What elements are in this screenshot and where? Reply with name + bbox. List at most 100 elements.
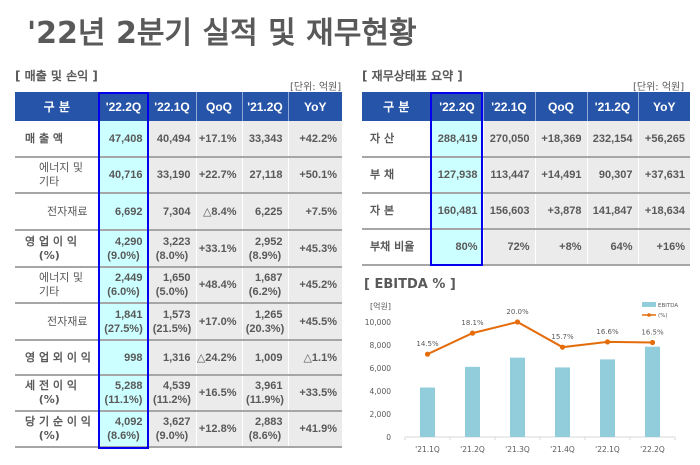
balance-unit-label: [단위: 억원] xyxy=(633,82,685,93)
income-cell: +33.5% xyxy=(287,375,342,412)
ebitda-pct-label: 20.0% xyxy=(506,308,529,316)
income-table: 구 분 '22.2Q '22.1Q QoQ '21.2Q YoY 매 출 액 47,408 4… xyxy=(15,92,342,448)
ebitda-pct-point xyxy=(649,339,656,346)
x-tick-label: '21.3Q xyxy=(505,445,530,454)
x-tick-label: '21.4Q xyxy=(550,445,575,454)
income-cell: 1,265 (20.3%) xyxy=(241,303,288,341)
balance-cell: +18,634 xyxy=(637,193,690,230)
income-cell: 47,408 xyxy=(98,121,148,158)
balance-cell: 141,847 xyxy=(586,193,638,230)
income-row-label: 전자재료 xyxy=(15,303,99,341)
ebitda-bar xyxy=(465,366,480,437)
income-cell: 5,288 (11.1%) xyxy=(98,375,148,412)
income-cell: △8.4% xyxy=(195,193,242,231)
balance-cell: 156,603 xyxy=(482,193,535,230)
income-cell: 1,687 (6.2%) xyxy=(241,267,288,304)
ebitda-section-title: [ EBITDA % ] xyxy=(364,277,456,292)
balance-header-5: YoY xyxy=(637,92,690,121)
income-cell: 2,952 (8.9%) xyxy=(241,230,288,268)
y-tick-label: 6,000 xyxy=(370,364,392,373)
income-row-label: 매 출 액 xyxy=(15,121,99,158)
ebitda-pct-label: 16.5% xyxy=(641,328,664,336)
ebitda-bar xyxy=(510,357,525,437)
income-cell: 6,692 xyxy=(98,193,148,231)
income-row: 영 업 이 익 (%) 4,290 (9.0%) 3,223 (8.0%) +33.1% 2,… xyxy=(15,230,342,268)
page-title: '22년 2분기 실적 및 재무현황 xyxy=(27,16,417,51)
balance-cell: 127,938 xyxy=(430,157,483,194)
balance-row-label: 부 채 xyxy=(362,157,431,194)
income-cell: 1,316 xyxy=(147,340,196,376)
income-header-0: 구 분 xyxy=(15,92,99,121)
balance-cell: +14,491 xyxy=(534,157,587,194)
balance-row-label: 자 본 xyxy=(362,193,431,230)
balance-row: 자 산 288,419 270,050 +18,369 232,154 +56,265 xyxy=(362,121,690,158)
balance-cell: +16% xyxy=(637,229,690,266)
ebitda-pct-label: 14.5% xyxy=(416,340,439,348)
income-header-1: '22.2Q xyxy=(98,92,148,121)
income-cell: 1,841 (27.5%) xyxy=(98,303,148,341)
income-cell: +45.2% xyxy=(287,267,342,304)
ebitda-pct-point xyxy=(514,319,521,325)
income-cell: 6,225 xyxy=(241,193,288,231)
income-row-label: 영 업 이 익 (%) xyxy=(15,230,99,268)
income-cell: 998 xyxy=(98,340,148,376)
income-cell: 3,223 (8.0%) xyxy=(147,230,196,268)
balance-header-row: 구 분 '22.2Q '22.1Q QoQ '21.2Q YoY xyxy=(362,92,690,121)
ebitda-bar xyxy=(645,346,660,437)
income-cell: 1,650 (5.0%) xyxy=(147,267,196,304)
income-cell: +42.2% xyxy=(287,121,342,158)
x-tick-label: '21.1Q xyxy=(415,445,440,454)
income-cell: +45.3% xyxy=(287,230,342,268)
ebitda-bar xyxy=(600,359,615,437)
income-cell: 1,573 (21.5%) xyxy=(147,303,196,341)
x-tick-label: '22.2Q xyxy=(640,445,665,454)
balance-cell: 232,154 xyxy=(586,121,638,158)
income-header-4: '21.2Q xyxy=(241,92,288,121)
income-cell: 1,009 xyxy=(241,340,288,376)
legend-ebitda-label: EBITDA xyxy=(658,303,678,309)
x-tick-label: '21.2Q xyxy=(460,445,485,454)
income-cell: 2,449 (6.0%) xyxy=(98,267,148,304)
income-cell: 40,494 xyxy=(147,121,196,158)
balance-row: 자 본 160,481 156,603 +3,878 141,847 +18,634 xyxy=(362,193,690,230)
income-cell: +17.1% xyxy=(195,121,242,158)
balance-cell: 72% xyxy=(482,229,535,266)
balance-row: 부 채 127,938 113,447 +14,491 90,307 +37,631 xyxy=(362,157,690,194)
balance-cell: 270,050 xyxy=(482,121,535,158)
balance-table: 구 분 '22.2Q '22.1Q QoQ '21.2Q YoY 자 산 288,419 27… xyxy=(362,92,690,266)
income-row-label: 영 업 외 이 익 xyxy=(15,340,99,376)
ebitda-pct-point xyxy=(469,330,476,336)
income-header-5: YoY xyxy=(287,92,342,121)
income-row-label: 에너지 및 기타 xyxy=(15,267,99,304)
income-cell: 33,343 xyxy=(241,121,288,158)
balance-cell: +8% xyxy=(534,229,587,266)
income-row-label: 전자재료 xyxy=(15,193,99,231)
legend-pct-label: (%) xyxy=(658,313,668,319)
income-cell: +33.1% xyxy=(195,230,242,268)
income-cell: +45.5% xyxy=(287,303,342,341)
income-cell: +48.4% xyxy=(195,267,242,304)
y-tick-label: 2,000 xyxy=(370,410,392,419)
balance-header-1: '22.2Q xyxy=(430,92,483,121)
income-header-row: 구 분 '22.2Q '22.1Q QoQ '21.2Q YoY xyxy=(15,92,342,121)
income-row: 세 전 이 익 (%) 5,288 (11.1%) 4,539 (11.2%) +16.5%… xyxy=(15,375,342,412)
balance-header-2: '22.1Q xyxy=(482,92,535,121)
balance-header-0: 구 분 xyxy=(362,92,431,121)
income-cell: 2,883 (8.6%) xyxy=(241,411,288,448)
income-row-label: 에너지 및 기타 xyxy=(15,157,99,194)
income-cell: +7.5% xyxy=(287,193,342,231)
income-row: 매 출 액 47,408 40,494 +17.1% 33,343 +42.2% xyxy=(15,121,342,158)
income-row: 전자재료 6,692 7,304 △8.4% 6,225 +7.5% xyxy=(15,193,342,231)
income-cell: +22.7% xyxy=(195,157,242,194)
ebitda-pct-point xyxy=(604,339,611,345)
balance-cell: 160,481 xyxy=(430,193,483,230)
income-header-2: '22.1Q xyxy=(147,92,196,121)
income-row: 영 업 외 이 익 998 1,316 △24.2% 1,009 △1.1% xyxy=(15,340,342,376)
balance-cell: 64% xyxy=(586,229,638,266)
income-row: 전자재료 1,841 (27.5%) 1,573 (21.5%) +17.0% 1,265(… xyxy=(15,303,342,341)
legend-pct-marker xyxy=(647,313,651,317)
balance-header-3: QoQ xyxy=(534,92,587,121)
income-cell: +17.0% xyxy=(195,303,242,341)
balance-row-label: 자 산 xyxy=(362,121,431,158)
balance-section-title: [ 재무상태표 요약 ] xyxy=(362,69,463,83)
